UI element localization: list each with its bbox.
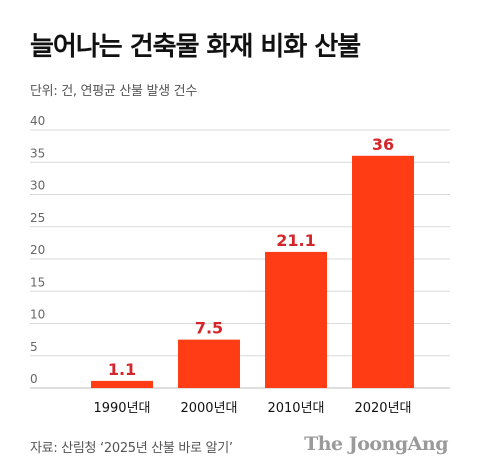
bar (178, 339, 240, 388)
x-tick-label: 1990년대 (93, 401, 150, 416)
y-tick-label: 35 (30, 146, 45, 160)
y-axis-ticks: 0 5 10 15 20 25 30 35 40 (30, 114, 45, 386)
y-tick-label: 40 (30, 114, 45, 128)
y-tick-label: 20 (30, 243, 45, 257)
publisher-logo: The JoongAng (304, 433, 448, 455)
value-label: 1.1 (108, 360, 136, 379)
value-label: 7.5 (195, 319, 223, 338)
y-tick-label: 5 (30, 340, 38, 354)
x-tick-label: 2000년대 (180, 401, 237, 416)
value-labels: 1.1 7.5 21.1 36 (108, 135, 394, 379)
y-tick-label: 15 (30, 275, 45, 289)
bars (91, 155, 414, 388)
chart-title: 늘어나는 건축물 화재 비화 산불 (30, 32, 361, 62)
y-tick-label: 0 (30, 372, 38, 386)
y-tick-label: 30 (30, 179, 45, 193)
bar (91, 380, 153, 388)
y-tick-label: 10 (30, 308, 45, 322)
value-label: 21.1 (276, 231, 315, 250)
x-tick-label: 2010년대 (267, 401, 324, 416)
x-axis-ticks: 1990년대 2000년대 2010년대 2020년대 (93, 401, 411, 416)
value-label: 36 (372, 135, 394, 154)
bar (352, 155, 414, 388)
y-tick-label: 25 (30, 211, 45, 225)
x-tick-label: 2020년대 (354, 401, 411, 416)
source-note: 자료: 산림청 ‘2025년 산불 바로 알기’ (30, 441, 233, 456)
bar (265, 251, 327, 388)
unit-note: 단위: 건, 연평균 산불 발생 건수 (30, 84, 197, 99)
